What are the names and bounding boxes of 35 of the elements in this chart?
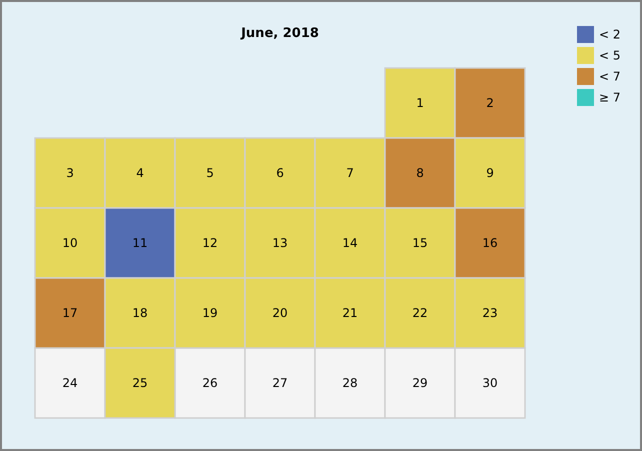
data-label: 17 — [62, 306, 78, 320]
data-label: 2 — [486, 96, 494, 110]
data-label: 5 — [206, 166, 214, 180]
data-label: 29 — [412, 376, 428, 390]
data-label: 16 — [482, 236, 498, 250]
data-label: 25 — [132, 376, 148, 390]
chart-title: June, 2018 — [240, 26, 319, 41]
data-label: 10 — [62, 236, 78, 250]
data-label: 11 — [132, 236, 148, 250]
data-label: 28 — [342, 376, 358, 390]
data-label: 20 — [272, 306, 288, 320]
data-label: 13 — [272, 236, 288, 250]
data-label: 19 — [202, 306, 218, 320]
data-label: 9 — [486, 166, 494, 180]
data-label: 12 — [202, 236, 218, 250]
data-label: 22 — [412, 306, 428, 320]
data-label: 30 — [482, 376, 498, 390]
data-label: 15 — [412, 236, 428, 250]
data-label: 1 — [416, 96, 424, 110]
data-label: 23 — [482, 306, 498, 320]
data-label: 21 — [342, 306, 358, 320]
data-label: 8 — [416, 166, 424, 180]
legend-label: < 5 — [599, 48, 621, 62]
data-label: 6 — [276, 166, 284, 180]
data-label: 24 — [62, 376, 78, 390]
data-label: 18 — [132, 306, 148, 320]
data-label: 3 — [66, 166, 74, 180]
legend-label: < 2 — [599, 28, 621, 42]
data-label: 4 — [136, 166, 144, 180]
data-label: 26 — [202, 376, 218, 390]
data-label: 14 — [342, 236, 358, 250]
data-label: 27 — [272, 376, 288, 390]
data-label: 7 — [346, 166, 354, 180]
legend-label: ≥ 7 — [599, 90, 621, 104]
legend-label: < 7 — [599, 70, 621, 84]
